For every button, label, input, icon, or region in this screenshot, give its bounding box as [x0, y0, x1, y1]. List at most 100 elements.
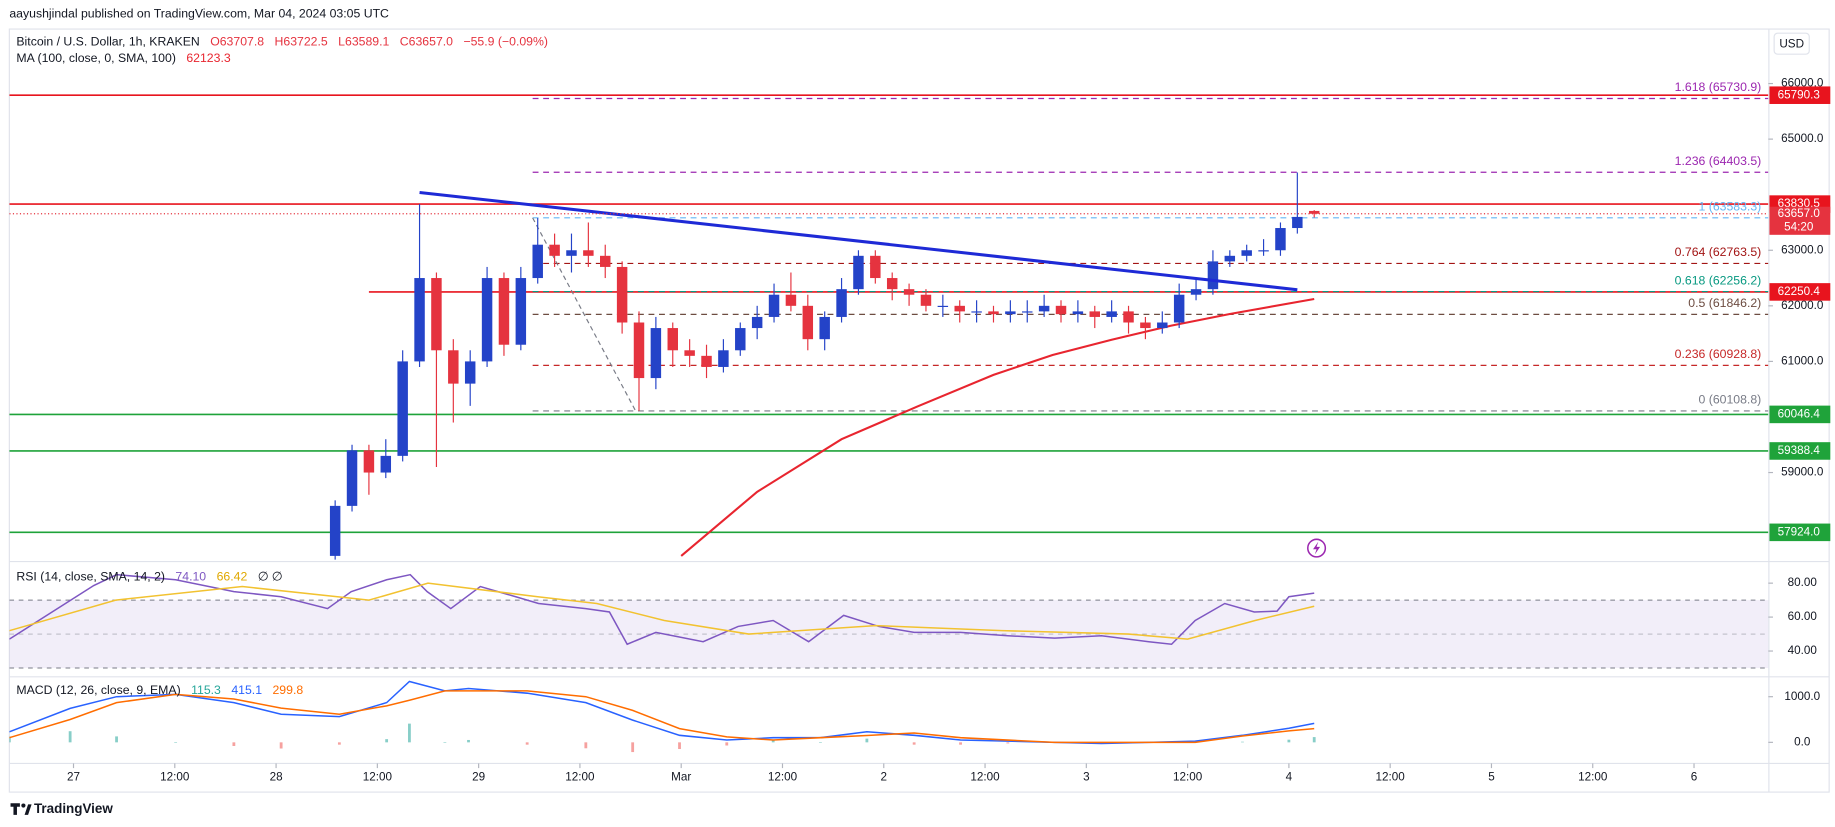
fib-label: 1.236 (64403.5) [1675, 154, 1762, 168]
x-tick-label: 4 [1286, 771, 1293, 784]
candle-body [1173, 294, 1185, 323]
axes: 27 12:00 28 12:00 29 12:00 Mar 12:00 2 12:00 3 12:0… [67, 77, 1831, 784]
candle-body [363, 450, 375, 473]
y-tick-label: 59000.0 [1781, 466, 1824, 479]
macd-pane [9, 680, 1316, 753]
ma-value: 62123.3 [186, 51, 231, 65]
publisher: aayushjindal published on TradingView.co… [9, 7, 389, 21]
macd-value: 415.1 [231, 683, 262, 697]
level-box [1769, 86, 1831, 104]
candle-body [684, 350, 695, 356]
candle-body [1005, 311, 1016, 315]
candle-body [633, 322, 645, 379]
candle-body [616, 266, 628, 323]
fib-label: 0.236 (60928.8) [1675, 347, 1762, 361]
candle-body [785, 294, 797, 306]
histogram-bar [959, 742, 962, 745]
candle-body [346, 450, 358, 506]
y-tick-label: 80.00 [1788, 576, 1818, 589]
macd-hist-value: 115.3 [191, 683, 221, 697]
candle-body [751, 316, 763, 329]
candle-body [380, 455, 392, 473]
ma-header: MA (100, close, 0, SMA, 100) 62123.3 [16, 51, 230, 65]
candle-body [735, 328, 746, 351]
candle-body [988, 311, 999, 315]
symbol-header: Bitcoin / U.S. Dollar, 1h, KRAKEN O63707… [16, 35, 548, 49]
y-tick-label: 61000.0 [1781, 354, 1824, 367]
candle-body [600, 255, 611, 267]
x-tick-label: 12:00 [363, 771, 393, 784]
candle-body [1072, 311, 1084, 315]
x-tick-label: Mar [671, 771, 691, 784]
currency-box[interactable] [1773, 32, 1810, 55]
fib-label: 0.5 (61846.2) [1688, 296, 1761, 310]
candle-body [1275, 228, 1286, 251]
rsi-sma-value: 66.42 [217, 570, 248, 584]
candle-body [464, 361, 476, 384]
y-tick-label: 40.00 [1788, 644, 1818, 657]
candle-body [515, 278, 527, 345]
candle-body [1308, 210, 1320, 214]
candle-body [481, 278, 493, 362]
y-tick-label: 1000.0 [1784, 690, 1820, 703]
y-tick-label: 63000.0 [1781, 243, 1824, 256]
alert-icon[interactable] [1307, 538, 1327, 558]
level-label: 57924.0 [1778, 525, 1821, 538]
candle-body [701, 355, 712, 367]
candle-body [819, 316, 830, 340]
candle-body [853, 255, 864, 290]
histogram-bar [115, 736, 118, 743]
x-tick-label: 12:00 [565, 771, 595, 784]
candle-body [954, 305, 965, 312]
macd-name: MACD (12, 26, close, 9, EMA) [16, 683, 180, 697]
ma-name: MA (100, close, 0, SMA, 100) [16, 51, 176, 65]
x-tick-label: 28 [270, 771, 283, 784]
x-tick-label: 29 [472, 771, 485, 784]
currency[interactable]: USD [1779, 37, 1804, 50]
x-tick-label: 3 [1083, 771, 1090, 784]
logo-dot [21, 803, 26, 808]
histogram-bar [279, 742, 283, 749]
candle-body [886, 278, 898, 290]
y-tick-label: 0.0 [1794, 735, 1811, 748]
candle-body [1022, 311, 1033, 313]
histogram-bar [865, 738, 869, 743]
candle-body [1258, 250, 1269, 252]
price-pane: 1.618 (65730.9) 1.236 (64403.5) 1 (63583.3… [9, 80, 1769, 560]
candle-body [397, 361, 408, 456]
candle-body [768, 294, 780, 317]
level-box [1769, 405, 1831, 424]
footer-logo [10, 803, 32, 815]
histogram-bar [232, 742, 236, 746]
candle-body [1089, 311, 1101, 317]
candle-body [870, 255, 881, 279]
ohlc-high: H63722.5 [275, 35, 328, 49]
ma-line [680, 297, 1315, 557]
x-tick-label: 12:00 [1578, 771, 1608, 784]
rsi-name: RSI (14, close, SMA, 14, 2) [16, 570, 165, 584]
histogram-bar [819, 742, 822, 743]
symbol-title: Bitcoin / U.S. Dollar, 1h, KRAKEN [16, 35, 199, 49]
rsi-value: 74.10 [175, 570, 206, 584]
candle-body [532, 244, 543, 279]
x-tick-label: 12:00 [768, 771, 798, 784]
candle-body [549, 244, 560, 256]
x-tick-label: 27 [67, 771, 80, 784]
ohlc-low: L63589.1 [338, 35, 389, 49]
candle-body [566, 250, 577, 256]
histogram-bar [725, 742, 729, 746]
candle-body [903, 289, 915, 295]
alert-bolt [1313, 541, 1321, 555]
indicator-line [9, 680, 1315, 745]
candle-body [1292, 216, 1303, 229]
fib-label: 0.618 (62256.2) [1675, 273, 1762, 287]
candle-body [718, 350, 729, 367]
y-tick-label: 66000.0 [1781, 77, 1824, 90]
histogram-bar [1006, 742, 1010, 744]
x-tick-label: 12:00 [1376, 771, 1406, 784]
fib-label: 1 (63583.3) [1699, 200, 1762, 214]
y-tick-label: 60.00 [1788, 610, 1818, 623]
current-price-label: 63657.0 [1778, 207, 1821, 220]
